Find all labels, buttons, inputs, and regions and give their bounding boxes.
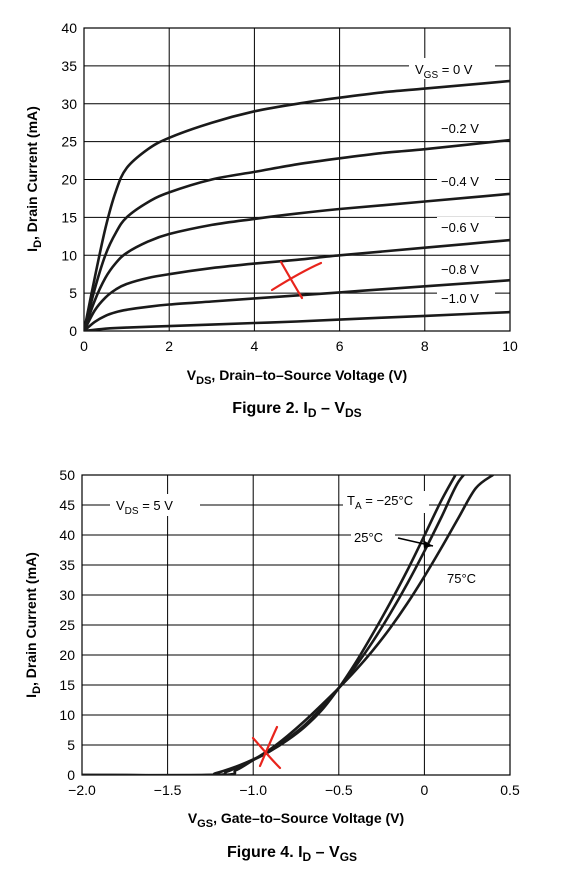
chart-id-vds: VDS, Drain–to–Source Voltage (V) ID, Dra… <box>24 20 518 420</box>
chart1-red-cross-mark <box>272 262 321 298</box>
chart2-y-axis-title: ID, Drain Current (mA) <box>23 552 43 698</box>
chart1-x-tick-label: 8 <box>421 338 429 354</box>
chart1-y-tick-label: 5 <box>69 285 77 301</box>
chart1-x-tick-label: 6 <box>336 338 344 354</box>
chart2-y-tick-label: 30 <box>59 587 75 603</box>
chart1-y-tick-label: 40 <box>61 20 77 36</box>
chart2-x-tick-label: 0 <box>421 782 429 798</box>
chart1-y-tick-label: 30 <box>61 96 77 112</box>
chart1-y-tick-label: 15 <box>61 209 77 225</box>
chart1-caption: Figure 2. ID – VDS <box>232 400 361 420</box>
chart2-x-tick-label: −1.5 <box>154 782 182 798</box>
chart2-x-tick-label: −2.0 <box>68 782 96 798</box>
chart1-y-tick-label: 0 <box>69 323 77 339</box>
chart2-x-tick-labels: −2.0 −1.5 −1.0 −0.5 0 0.5 <box>68 782 520 798</box>
chart1-y-axis-title: ID, Drain Current (mA) <box>24 106 44 252</box>
chart1-x-tick-label: 4 <box>251 338 259 354</box>
chart1-label-vgs-0.8: −0.8 V <box>441 262 479 277</box>
chart2-y-tick-label: 0 <box>67 767 75 783</box>
chart1-label-vgs-0.6: −0.6 V <box>441 220 479 235</box>
chart2-x-tick-label: −1.0 <box>239 782 267 798</box>
chart2-y-tick-label: 35 <box>59 557 75 573</box>
chart1-x-axis-title: VDS, Drain–to–Source Voltage (V) <box>187 367 407 387</box>
chart2-x-axis-title: VGS, Gate–to–Source Voltage (V) <box>188 810 404 830</box>
chart2-y-tick-label: 45 <box>59 497 75 513</box>
chart2-y-tick-label: 10 <box>59 707 75 723</box>
chart2-y-tick-label: 5 <box>67 737 75 753</box>
chart1-label-vgs-1.0: −1.0 V <box>441 291 479 306</box>
chart2-label-75c: 75°C <box>447 571 476 586</box>
chart1-y-tick-label: 25 <box>61 134 77 150</box>
chart2-y-tick-label: 40 <box>59 527 75 543</box>
chart2-y-tick-label: 25 <box>59 617 75 633</box>
chart1-label-vgs-0.2: −0.2 V <box>441 121 479 136</box>
chart1-x-tick-labels: 0 2 4 6 8 10 <box>80 338 518 354</box>
chart2-caption: Figure 4. ID – VGS <box>227 844 357 864</box>
chart1-x-tick-label: 10 <box>502 338 518 354</box>
chart1-y-tick-label: 20 <box>61 172 77 188</box>
chart1-x-tick-label: 2 <box>165 338 173 354</box>
chart-id-vgs: VGS, Gate–to–Source Voltage (V) ID, Drai… <box>23 457 520 864</box>
chart1-series-line-5 <box>84 312 510 331</box>
chart2-x-tick-label: 0.5 <box>500 782 520 798</box>
chart2-y-tick-label: 50 <box>59 467 75 483</box>
chart1-label-vgs-0.4: −0.4 V <box>441 174 479 189</box>
chart1-y-tick-label: 35 <box>61 58 77 74</box>
chart2-x-tick-label: −0.5 <box>325 782 353 798</box>
chart1-x-tick-label: 0 <box>80 338 88 354</box>
chart1-y-tick-label: 10 <box>61 247 77 263</box>
chart1-series-labels: VGS = 0 V −0.2 V −0.4 V −0.6 V −0.8 V −1… <box>409 58 495 308</box>
chart2-label-25c: 25°C <box>354 530 383 545</box>
chart2-y-tick-labels: 0 5 10 15 20 25 30 35 40 45 50 <box>59 467 75 783</box>
chart2-y-tick-label: 20 <box>59 647 75 663</box>
chart2-y-tick-label: 15 <box>59 677 75 693</box>
chart1-y-tick-labels: 0 5 10 15 20 25 30 35 40 <box>61 20 77 339</box>
